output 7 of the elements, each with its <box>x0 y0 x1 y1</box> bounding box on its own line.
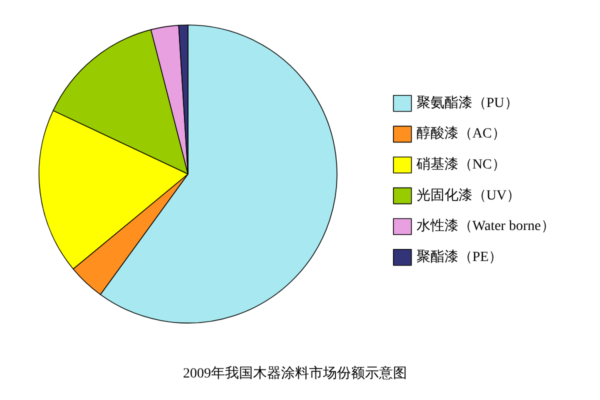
legend-label: 聚氨酯漆（PU） <box>416 94 518 111</box>
legend-label: 聚酯漆（PE） <box>416 248 503 265</box>
legend-label: 醇酸漆（AC） <box>416 126 506 142</box>
legend-label: 硝基漆（NC） <box>415 156 506 172</box>
text: 2009年我国木器涂料市场份额示意图 <box>183 366 407 382</box>
legend-label: 光固化漆（UV） <box>416 187 521 204</box>
legend-label: 水性漆（Water borne） <box>416 218 555 234</box>
